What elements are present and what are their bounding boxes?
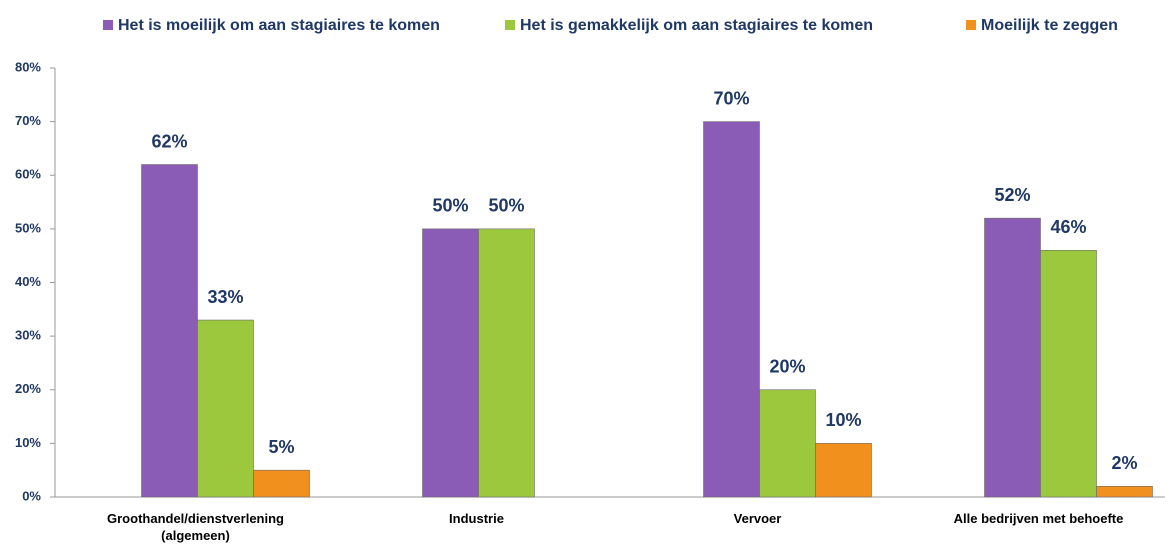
data-label: 20%	[769, 357, 805, 377]
bar	[422, 228, 479, 498]
x-tick-label: Vervoer	[733, 511, 782, 526]
bar	[253, 469, 310, 498]
data-label: 52%	[994, 185, 1030, 205]
x-tick-label: Alle bedrijven met behoefte	[953, 511, 1124, 526]
bar	[1096, 485, 1153, 498]
data-label: 5%	[268, 437, 294, 457]
legend-swatch	[103, 20, 113, 30]
data-label: 2%	[1111, 453, 1137, 473]
y-tick-label: 80%	[15, 59, 41, 74]
bar	[478, 228, 535, 498]
data-label: 50%	[432, 196, 468, 216]
y-tick-label: 10%	[15, 435, 41, 450]
x-tick-label: Groothandel/dienstverlening (algemeen)	[107, 511, 284, 543]
bar	[197, 319, 254, 498]
bar	[984, 217, 1041, 498]
data-label: 70%	[713, 88, 749, 108]
bar	[703, 121, 760, 498]
y-tick-label: 70%	[15, 113, 41, 128]
data-label: 10%	[825, 410, 861, 430]
data-label: 62%	[151, 131, 187, 151]
y-tick-label: 0%	[22, 488, 41, 503]
bar	[1040, 250, 1097, 498]
data-label: 50%	[488, 196, 524, 216]
y-tick-label: 50%	[15, 220, 41, 235]
bar	[141, 164, 198, 498]
legend-label: Moeilijk te zeggen	[981, 17, 1118, 34]
y-tick-label: 20%	[15, 381, 41, 396]
legend-label: Het is gemakkelijk om aan stagiaires te …	[520, 17, 873, 34]
legend-label: Het is moeilijk om aan stagiaires te kom…	[118, 17, 440, 34]
data-label: 46%	[1050, 217, 1086, 237]
bar	[759, 389, 816, 498]
legend-swatch	[505, 20, 515, 30]
bar	[815, 443, 872, 498]
y-tick-label: 40%	[15, 274, 41, 289]
y-tick-label: 30%	[15, 328, 41, 343]
x-tick-label: Industrie	[449, 511, 504, 526]
y-tick-label: 60%	[15, 167, 41, 182]
legend-swatch	[966, 20, 976, 30]
data-label: 33%	[207, 287, 243, 307]
